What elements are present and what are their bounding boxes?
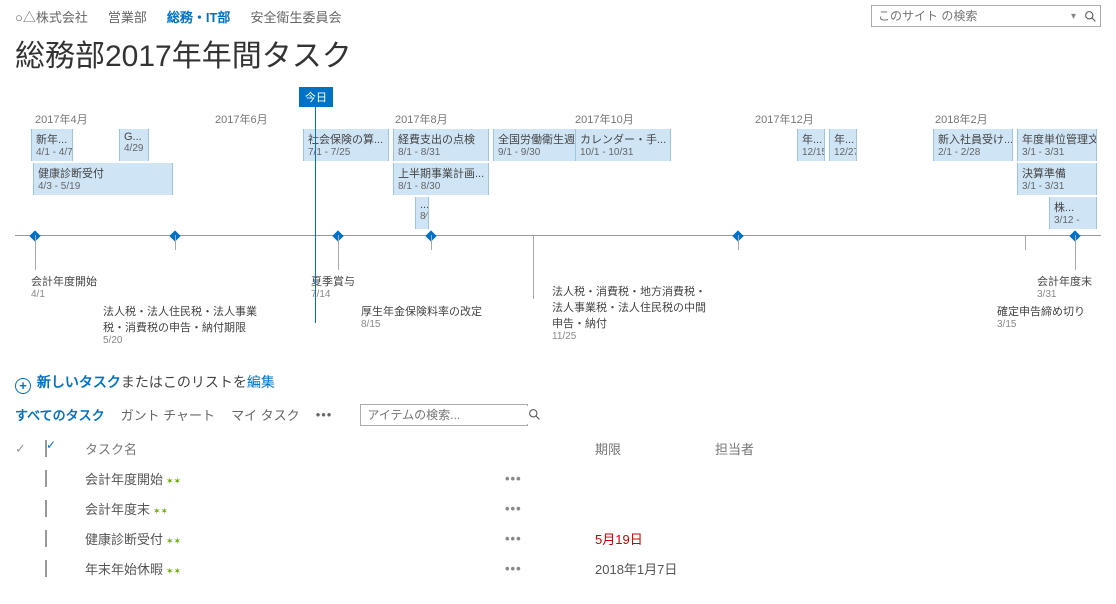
action-text: またはこのリストを [121, 374, 247, 390]
page-title: 総務部2017年年間タスク [15, 31, 1101, 75]
find-item-input[interactable] [361, 406, 528, 424]
milestone-label[interactable]: 厚生年金保険料率の改定8/15 [361, 303, 482, 330]
view-tab[interactable]: マイ タスク [231, 405, 300, 424]
row-menu-icon[interactable]: ••• [505, 501, 595, 516]
task-name[interactable]: 健康診断受付✶✶ [85, 529, 505, 548]
search-scope-chevron-icon[interactable]: ▾ [1067, 11, 1080, 22]
task-row[interactable]: 会計年度開始✶✶••• [15, 464, 1101, 494]
col-due[interactable]: 期限 [595, 439, 715, 458]
site-search[interactable]: ▾ [871, 5, 1101, 27]
milestone-label[interactable]: 確定申告締め切り3/15 [997, 303, 1085, 330]
today-label: 今日 [299, 87, 333, 107]
timeline-bar[interactable]: 新入社員受け...2/1 - 2/28 [933, 129, 1013, 161]
search-icon[interactable] [528, 405, 541, 425]
timeline: 2017年4月 2017年6月 2017年8月 2017年10月 2017年12月 201… [15, 87, 1101, 362]
timeline-bar[interactable]: 株...3/12 - [1049, 197, 1097, 229]
task-name[interactable]: 年末年始休暇✶✶ [85, 559, 505, 578]
milestone-label[interactable]: 会計年度開始4/1 [31, 273, 97, 300]
nav-item[interactable]: 営業部 [108, 7, 147, 26]
row-menu-icon[interactable]: ••• [505, 561, 595, 576]
nav-item[interactable]: ○△株式会社 [15, 7, 88, 26]
task-row[interactable]: 年末年始休暇✶✶•••2018年1月7日 [15, 554, 1101, 584]
task-name[interactable]: 会計年度末✶✶ [85, 499, 505, 518]
add-icon[interactable]: + [15, 378, 31, 394]
new-badge-icon: ✶✶ [166, 536, 181, 546]
new-badge-icon: ✶✶ [166, 476, 181, 486]
task-row[interactable]: 健康診断受付✶✶•••5月19日 [15, 524, 1101, 554]
timeline-bar[interactable]: 経費支出の点検8/1 - 8/31 [393, 129, 489, 161]
complete-column-icon[interactable]: ✓ [15, 441, 45, 457]
milestone-connector [1025, 235, 1026, 250]
row-checkbox[interactable] [45, 500, 47, 517]
timeline-bar[interactable]: 年...12/27 [829, 129, 857, 161]
view-tab[interactable]: すべてのタスク [15, 405, 105, 424]
milestone-connector [1075, 235, 1076, 270]
timeline-bar[interactable]: カレンダー・手...10/1 - 10/31 [575, 129, 671, 161]
nav-item[interactable]: 安全衛生委員会 [250, 7, 341, 26]
milestone-connector [431, 235, 432, 250]
top-nav: ○△株式会社 営業部 総務・IT部 安全衛生委員会 ▾ [15, 5, 1101, 27]
task-due: 5月19日 [595, 529, 715, 548]
view-tab[interactable]: ガント チャート [121, 405, 215, 424]
row-checkbox[interactable] [45, 530, 47, 547]
task-name[interactable]: 会計年度開始✶✶ [85, 469, 505, 488]
timeline-bar[interactable]: 年...12/15 [797, 129, 825, 161]
find-item[interactable] [360, 404, 528, 426]
month-label: 2018年2月 [935, 111, 988, 127]
timeline-bar[interactable]: 決算準備3/1 - 3/31 [1017, 163, 1097, 195]
search-icon[interactable] [1080, 6, 1100, 26]
month-label: 2017年12月 [755, 111, 814, 127]
timeline-bar[interactable]: 上半期事業計画...8/1 - 8/30 [393, 163, 489, 195]
milestone-label[interactable]: 夏季賞与7/14 [311, 273, 355, 300]
timeline-bar[interactable]: ...8⁄ [415, 197, 429, 229]
task-due: 2018年1月7日 [595, 559, 715, 578]
month-label: 2017年10月 [575, 111, 634, 127]
new-task-link[interactable]: 新しいタスク [37, 374, 121, 390]
milestone-connector [175, 235, 176, 250]
row-checkbox[interactable] [45, 470, 47, 487]
milestone-label[interactable]: 法人税・消費税・地方消費税・法人事業税・法人住民税の中間申告・納付11/25 [552, 283, 712, 342]
milestone-connector [338, 235, 339, 270]
row-menu-icon[interactable]: ••• [505, 531, 595, 546]
month-label: 2017年6月 [215, 111, 268, 127]
action-bar: + 新しいタスクまたはこのリストを編集 [15, 372, 1101, 394]
row-menu-icon[interactable]: ••• [505, 471, 595, 486]
milestone-connector [533, 235, 534, 299]
milestone-connector [738, 235, 739, 250]
site-search-input[interactable] [872, 7, 1067, 25]
nav-item[interactable]: 総務・IT部 [167, 7, 231, 26]
new-badge-icon: ✶✶ [153, 506, 168, 516]
list-header: ✓ タスク名 期限 担当者 [15, 434, 1101, 464]
col-name[interactable]: タスク名 [85, 439, 505, 458]
task-row[interactable]: 会計年度末✶✶••• [15, 494, 1101, 524]
timeline-bar[interactable]: G...4/29 [119, 129, 149, 161]
more-views-icon[interactable]: ••• [316, 407, 333, 422]
timeline-bar[interactable]: 年度単位管理文...3/1 - 3/31 [1017, 129, 1097, 161]
milestone-label[interactable]: 法人税・法人住民税・法人事業税・消費税の申告・納付期限5/20 [103, 303, 263, 346]
milestone-label[interactable]: 会計年度末3/31 [1037, 273, 1092, 300]
row-checkbox[interactable] [45, 560, 47, 577]
today-marker: 今日 [315, 87, 349, 107]
month-label: 2017年8月 [395, 111, 448, 127]
timeline-bar[interactable]: 健康診断受付4/3 - 5/19 [33, 163, 173, 195]
col-assignee[interactable]: 担当者 [715, 439, 855, 458]
select-all-checkbox[interactable] [45, 440, 47, 457]
view-bar: すべてのタスク ガント チャート マイ タスク ••• [15, 404, 1101, 426]
new-badge-icon: ✶✶ [166, 566, 181, 576]
edit-list-link[interactable]: 編集 [247, 374, 275, 390]
timeline-bar[interactable]: 新年...4/1 - 4/7 [31, 129, 73, 161]
task-list: ✓ タスク名 期限 担当者 会計年度開始✶✶•••会計年度末✶✶•••健康診断受… [15, 434, 1101, 584]
milestone-connector [35, 235, 36, 270]
month-label: 2017年4月 [35, 111, 88, 127]
